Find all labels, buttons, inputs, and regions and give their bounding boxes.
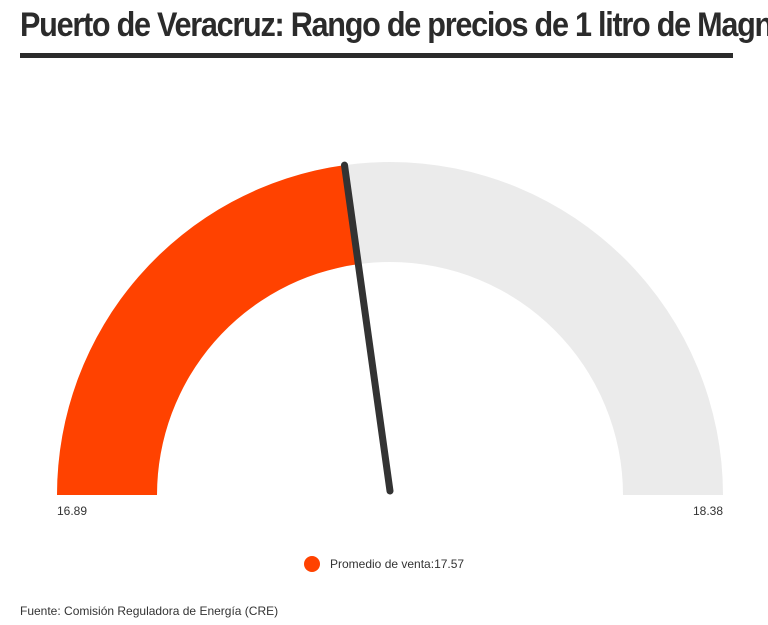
- gauge-value-arc: [57, 165, 359, 496]
- gauge-needle: [341, 161, 394, 495]
- title-underline: [20, 53, 733, 58]
- legend-swatch: [304, 556, 320, 572]
- gauge-chart: 16.89 18.38: [57, 161, 723, 518]
- legend: Promedio de venta:17.57: [304, 556, 464, 572]
- page-title: Puerto de Veracruz: Rango de precios de …: [20, 6, 768, 44]
- legend-label: Promedio de venta:17.57: [330, 557, 465, 571]
- source-note: Fuente: Comisión Reguladora de Energía (…: [20, 604, 279, 618]
- gauge-min-label: 16.89: [57, 504, 87, 518]
- gauge-max-label: 18.38: [693, 504, 723, 518]
